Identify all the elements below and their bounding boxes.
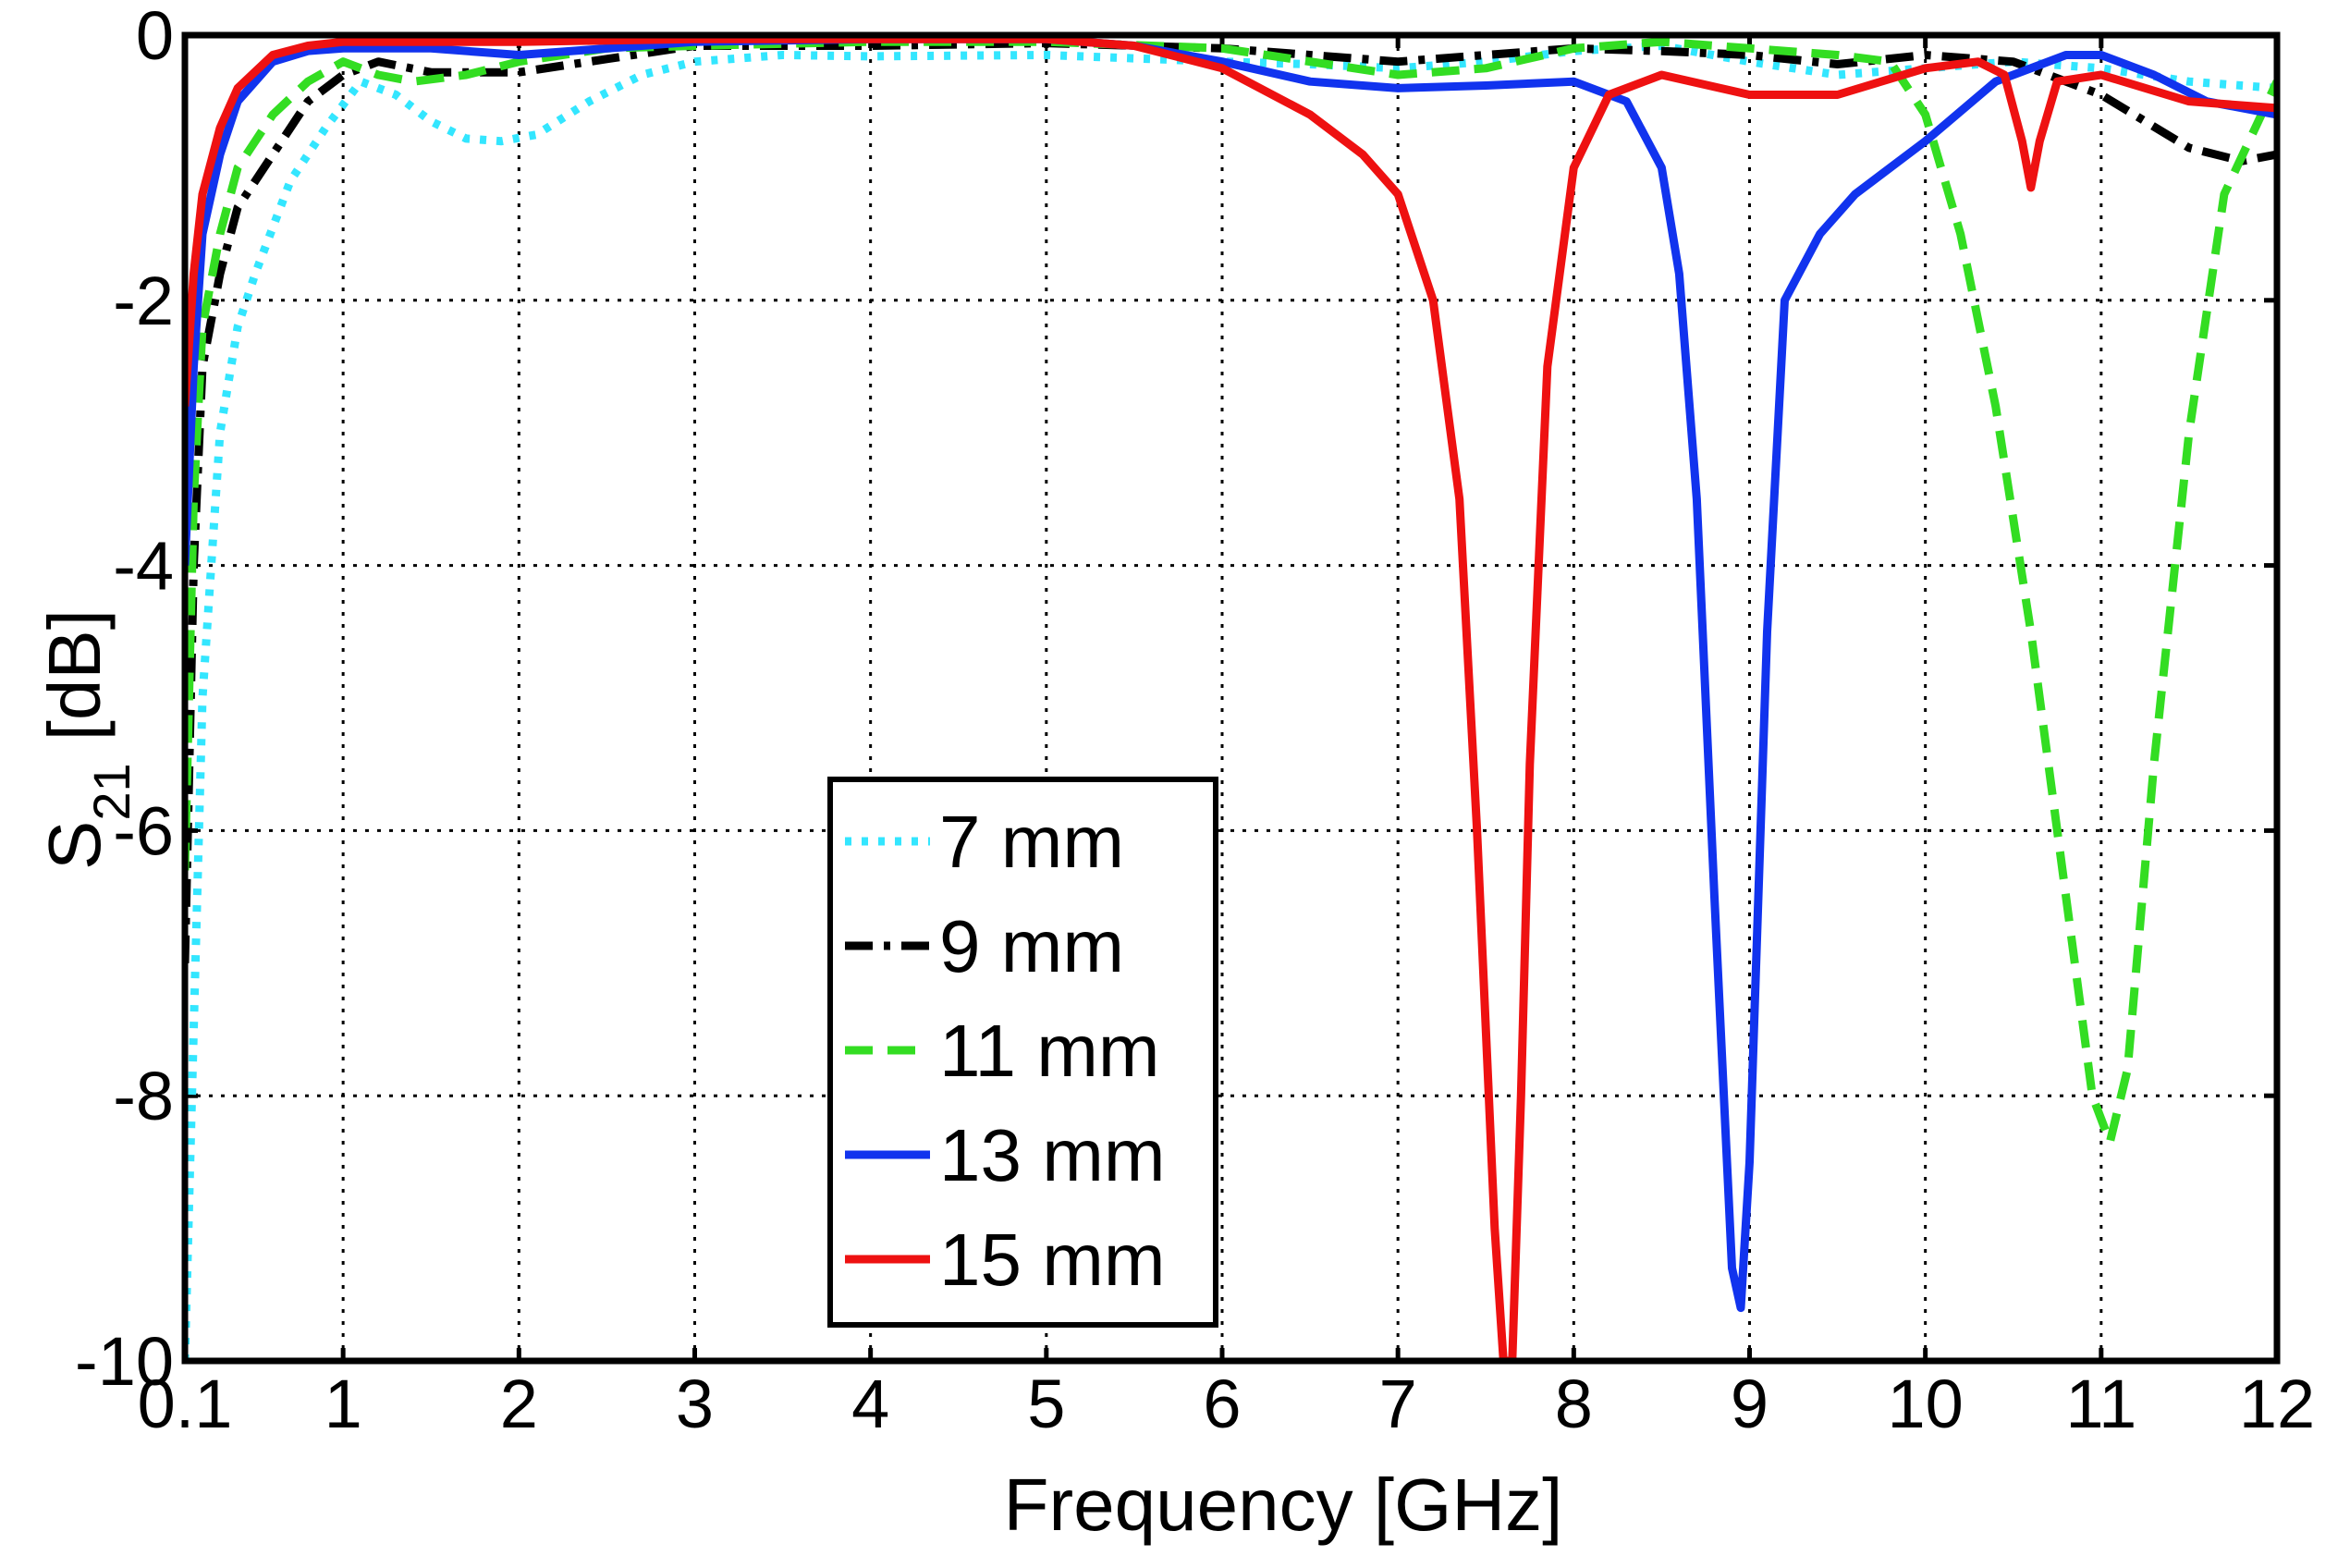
legend-label: 9 mm xyxy=(939,905,1124,987)
x-tick-label: 7 xyxy=(1379,1366,1417,1442)
x-tick-label: 2 xyxy=(500,1366,538,1442)
x-tick-label: 11 xyxy=(2065,1366,2136,1442)
series-line-11-mm xyxy=(185,37,2277,1146)
x-tick-label: 6 xyxy=(1203,1366,1241,1442)
legend-label: 15 mm xyxy=(939,1219,1166,1301)
x-tick-label: 0.1 xyxy=(138,1366,233,1442)
y-tick-label: -8 xyxy=(113,1058,174,1134)
y-tick-label: -10 xyxy=(75,1323,174,1400)
y-axis-title: S21 [dB] xyxy=(33,609,141,870)
legend-item: 15 mm xyxy=(845,1219,1166,1301)
x-tick-labels: 0.1 1 2 3 4 5 6 7 8 9 10 11 12 xyxy=(138,1366,2316,1442)
x-axis-title: Frequency [GHz] xyxy=(1004,1464,1563,1546)
series-line-13-mm xyxy=(185,35,2277,1313)
y-tick-labels: 0 -2 -4 -6 -8 -10 xyxy=(75,0,174,1400)
x-tick-label: 1 xyxy=(324,1366,362,1442)
series-line-15-mm xyxy=(185,35,2277,1361)
series-line-7-mm xyxy=(185,42,2277,1361)
data-series xyxy=(185,35,2277,1361)
legend-label: 11 mm xyxy=(939,1010,1160,1092)
legend-label: 13 mm xyxy=(939,1114,1166,1196)
x-tick-label: 9 xyxy=(1731,1366,1769,1442)
y-axis-title-subscript: 21 xyxy=(82,763,141,820)
x-tick-label: 8 xyxy=(1555,1366,1593,1442)
x-tick-label: 4 xyxy=(851,1366,889,1442)
legend-item: 13 mm xyxy=(845,1114,1166,1196)
legend-items: 7 mm 9 mm 11 mm 13 mm 15 mm xyxy=(845,801,1166,1301)
plot-frame xyxy=(181,31,2281,1365)
grid-lines xyxy=(185,35,2277,1361)
y-tick-label: -4 xyxy=(113,528,174,605)
legend-item: 11 mm xyxy=(845,1010,1160,1092)
x-tick-label: 12 xyxy=(2239,1366,2315,1442)
y-tick-label: -6 xyxy=(113,792,174,869)
legend-label: 7 mm xyxy=(939,801,1124,883)
x-tick-label: 10 xyxy=(1888,1366,1964,1442)
y-axis-title-unit: [dB] xyxy=(33,609,116,741)
x-tick-label: 3 xyxy=(676,1366,714,1442)
y-tick-label: -2 xyxy=(113,263,174,339)
y-tick-label: 0 xyxy=(136,0,174,74)
legend-item: 9 mm xyxy=(845,905,1124,987)
legend: 7 mm 9 mm 11 mm 13 mm 15 mm xyxy=(827,777,1218,1328)
legend-item: 7 mm xyxy=(845,801,1124,883)
y-axis-title-symbol: S xyxy=(33,821,116,870)
x-tick-label: 5 xyxy=(1027,1366,1065,1442)
